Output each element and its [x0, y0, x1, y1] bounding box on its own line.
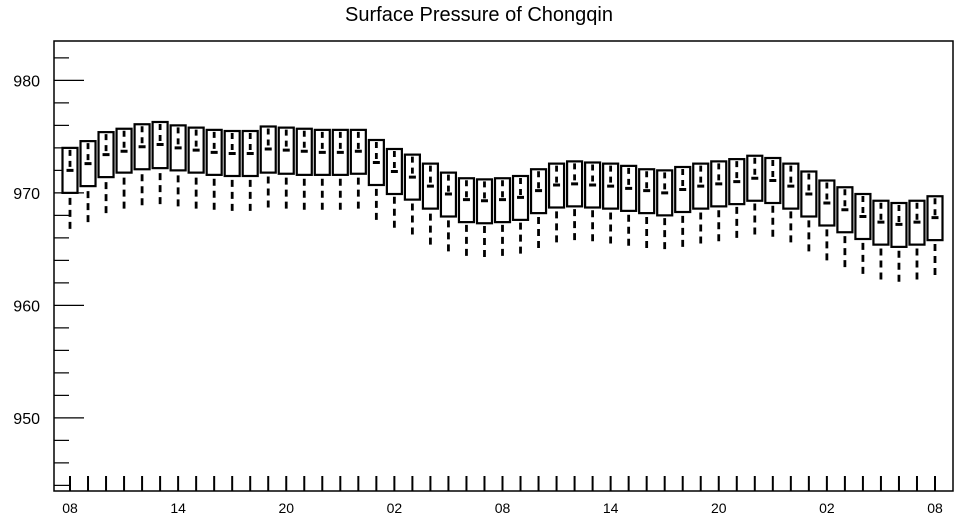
x-tick-label: 02 [387, 500, 403, 516]
x-tick-label: 08 [495, 500, 511, 516]
x-tick-label: 08 [62, 500, 78, 516]
y-tick-label: 970 [13, 186, 40, 203]
y-tick-label: 980 [13, 73, 40, 90]
x-tick-label: 20 [711, 500, 727, 516]
x-tick-label: 14 [170, 500, 186, 516]
x-tick-label: 08 [927, 500, 943, 516]
x-tick-label: 20 [278, 500, 294, 516]
y-tick-label: 950 [13, 411, 40, 428]
x-tick-label: 02 [819, 500, 835, 516]
x-tick-label: 14 [603, 500, 619, 516]
plot-frame [53, 40, 954, 492]
chart-title: Surface Pressure of Chongqin [345, 4, 613, 26]
y-tick-label: 960 [13, 298, 40, 315]
